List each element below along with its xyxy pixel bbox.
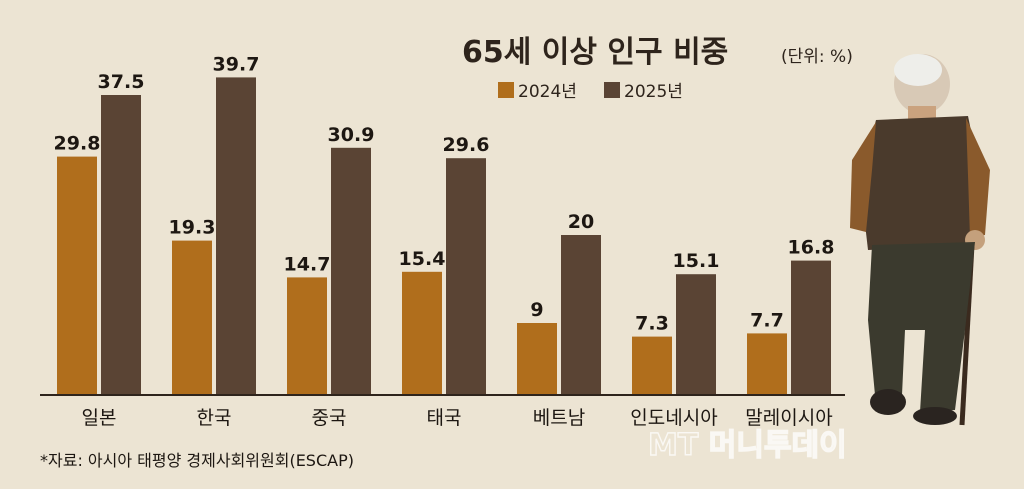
bar-2024-4: [517, 323, 557, 395]
bar-2025-3: [446, 158, 486, 395]
category-label-4: 베트남: [533, 407, 585, 429]
bar-2024-3: [402, 271, 442, 395]
category-label-0: 일본: [82, 407, 117, 429]
category-label-3: 태국: [427, 407, 462, 429]
value-label-2025-6: 16.8: [788, 237, 835, 259]
watermark-logo: MT 머니투데이: [648, 428, 847, 463]
legend-swatch-2025: [604, 82, 620, 98]
bar-2025-4: [561, 235, 601, 395]
legend-label-2024: 2024년: [518, 82, 577, 102]
bar-2025-1: [216, 77, 256, 396]
category-label-6: 말레이시아: [745, 407, 832, 429]
bar-2024-0: [57, 156, 97, 395]
category-label-1: 한국: [197, 407, 232, 429]
value-label-2024-6: 7.7: [750, 309, 784, 331]
value-label-2024-4: 9: [530, 299, 543, 321]
chart-title: 65세 이상 인구 비중: [462, 35, 728, 70]
value-label-2025-5: 15.1: [673, 250, 720, 272]
value-label-2025-2: 30.9: [328, 124, 375, 146]
bar-2024-5: [632, 336, 672, 395]
value-label-2025-0: 37.5: [98, 71, 145, 93]
bar-2024-6: [747, 333, 787, 395]
value-label-2024-3: 15.4: [399, 248, 446, 270]
legend: 2024년 2025년: [498, 82, 683, 102]
bar-2025-5: [676, 274, 716, 395]
bar-2025-6: [791, 260, 831, 395]
value-label-2025-3: 29.6: [443, 134, 490, 156]
bar-2025-2: [331, 147, 371, 395]
value-label-2024-0: 29.8: [54, 133, 101, 155]
value-label-2024-2: 14.7: [284, 253, 331, 275]
value-label-2025-1: 39.7: [213, 53, 260, 75]
value-label-2024-1: 19.3: [169, 217, 216, 239]
category-label-5: 인도네시아: [630, 407, 717, 429]
value-label-2025-4: 20: [568, 211, 594, 233]
chart-unit: (단위: %): [781, 47, 853, 67]
source-note: *자료: 아시아 태평양 경제사회위원회(ESCAP): [40, 451, 354, 470]
bar-2025-0: [101, 95, 141, 395]
legend-label-2025: 2025년: [624, 82, 683, 102]
bars-layer: 29.8 37.5 일본 19.3 39.7 한국 14.7 30.9 중국 15.4 29.6 태국…: [54, 53, 835, 429]
legend-swatch-2024: [498, 82, 514, 98]
bar-2024-1: [172, 240, 212, 395]
value-label-2024-5: 7.3: [635, 313, 669, 335]
category-label-2: 중국: [312, 407, 347, 429]
bar-2024-2: [287, 277, 327, 395]
elderly-man-illustration: [850, 54, 990, 426]
